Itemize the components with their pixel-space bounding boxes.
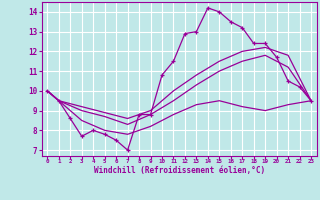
- X-axis label: Windchill (Refroidissement éolien,°C): Windchill (Refroidissement éolien,°C): [94, 166, 265, 175]
